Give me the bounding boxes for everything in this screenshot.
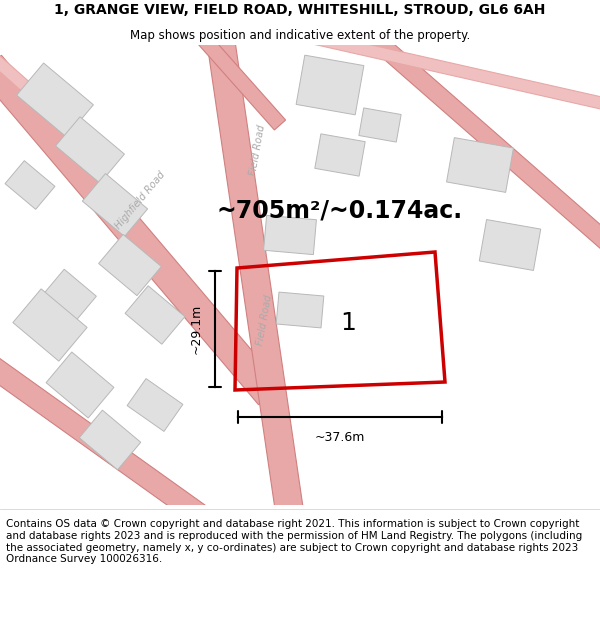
Polygon shape [0,55,281,405]
Polygon shape [364,28,600,252]
Text: Map shows position and indicative extent of the property.: Map shows position and indicative extent… [130,29,470,42]
Polygon shape [263,216,316,254]
Polygon shape [296,55,364,115]
Polygon shape [0,356,206,524]
Polygon shape [0,51,84,139]
Text: Field Road: Field Road [256,294,274,346]
Polygon shape [44,269,97,321]
Polygon shape [98,234,161,296]
Text: ~29.1m: ~29.1m [190,304,203,354]
Polygon shape [299,29,600,111]
Polygon shape [446,138,514,192]
Polygon shape [46,352,114,418]
Polygon shape [13,289,87,361]
Text: ~705m²/~0.174ac.: ~705m²/~0.174ac. [217,198,463,222]
Polygon shape [56,117,124,183]
Text: Field Road: Field Road [248,124,268,176]
Text: 1, GRANGE VIEW, FIELD ROAD, WHITESHILL, STROUD, GL6 6AH: 1, GRANGE VIEW, FIELD ROAD, WHITESHILL, … [55,3,545,17]
Polygon shape [479,219,541,271]
Polygon shape [79,410,141,470]
Polygon shape [194,30,286,130]
Polygon shape [276,292,324,328]
Polygon shape [5,161,55,209]
Polygon shape [359,108,401,142]
Polygon shape [315,134,365,176]
Text: Highfield Road: Highfield Road [113,169,167,231]
Polygon shape [127,379,183,431]
Polygon shape [82,174,148,236]
Text: 1: 1 [340,311,356,335]
Polygon shape [206,33,304,517]
Text: ~37.6m: ~37.6m [315,431,365,444]
Polygon shape [125,286,185,344]
Polygon shape [17,63,94,137]
Text: Contains OS data © Crown copyright and database right 2021. This information is : Contains OS data © Crown copyright and d… [6,519,582,564]
